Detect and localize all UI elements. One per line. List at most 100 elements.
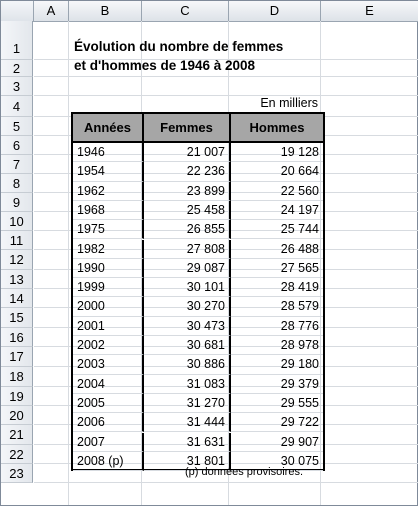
- table-row: 1975 26 855 25 744: [73, 220, 323, 239]
- row-header-13[interactable]: 13: [1, 270, 33, 289]
- men-cell[interactable]: 26 488: [231, 240, 323, 259]
- year-cell[interactable]: 2008 (p): [73, 452, 144, 471]
- men-cell[interactable]: 24 197: [231, 201, 323, 220]
- row-header-8[interactable]: 8: [1, 174, 33, 193]
- year-cell[interactable]: 1962: [73, 182, 144, 201]
- row-header-21[interactable]: 21: [1, 425, 33, 445]
- year-cell[interactable]: 2003: [73, 355, 144, 374]
- women-cell[interactable]: 21 007: [144, 143, 231, 162]
- row-header-18[interactable]: 18: [1, 367, 33, 387]
- men-cell[interactable]: 22 560: [231, 182, 323, 201]
- table-row: 2004 31 083 29 379: [73, 375, 323, 394]
- table-row: 2007 31 631 29 907: [73, 433, 323, 452]
- women-cell[interactable]: 31 631: [144, 433, 231, 452]
- year-cell[interactable]: 1968: [73, 201, 144, 220]
- men-cell[interactable]: 28 579: [231, 297, 323, 316]
- women-cell[interactable]: 30 473: [144, 317, 231, 336]
- year-cell[interactable]: 2004: [73, 375, 144, 394]
- table-row: 1968 25 458 24 197: [73, 201, 323, 220]
- table-row: 2005 31 270 29 555: [73, 394, 323, 413]
- year-cell[interactable]: 2002: [73, 336, 144, 355]
- table-row: 2003 30 886 29 180: [73, 355, 323, 374]
- table-row: 1962 23 899 22 560: [73, 182, 323, 201]
- row-header-22[interactable]: 22: [1, 445, 33, 464]
- women-cell[interactable]: 31 270: [144, 394, 231, 413]
- women-cell[interactable]: 31 083: [144, 375, 231, 394]
- row-header-19[interactable]: 19: [1, 387, 33, 406]
- row-header-11[interactable]: 11: [1, 231, 33, 250]
- row-header-16[interactable]: 16: [1, 328, 33, 347]
- row-header-14[interactable]: 14: [1, 289, 33, 308]
- row-header-15[interactable]: 15: [1, 308, 33, 328]
- men-cell[interactable]: 28 978: [231, 336, 323, 355]
- row-header-17[interactable]: 17: [1, 347, 33, 367]
- men-cell[interactable]: 19 128: [231, 143, 323, 162]
- women-cell[interactable]: 30 270: [144, 297, 231, 316]
- women-cell[interactable]: 29 087: [144, 259, 231, 278]
- table-row: 1990 29 087 27 565: [73, 259, 323, 278]
- year-cell[interactable]: 1990: [73, 259, 144, 278]
- men-cell[interactable]: 29 180: [231, 355, 323, 374]
- year-cell[interactable]: 1982: [73, 240, 144, 259]
- men-cell[interactable]: 28 776: [231, 317, 323, 336]
- row-header-4[interactable]: 4: [1, 96, 33, 117]
- row-header-2[interactable]: 2: [1, 60, 33, 77]
- table-row: 2006 31 444 29 722: [73, 413, 323, 432]
- year-cell[interactable]: 1999: [73, 278, 144, 297]
- men-cell[interactable]: 20 664: [231, 162, 323, 181]
- row-header-3[interactable]: 3: [1, 77, 33, 96]
- row-header-7[interactable]: 7: [1, 155, 33, 174]
- table-header-women[interactable]: Femmes: [144, 114, 231, 141]
- women-cell[interactable]: 23 899: [144, 182, 231, 201]
- grid-line: [68, 21, 69, 505]
- women-cell[interactable]: 30 101: [144, 278, 231, 297]
- year-cell[interactable]: 2000: [73, 297, 144, 316]
- data-table: Années Femmes Hommes 1946 21 007 19 128 1954 2…: [71, 112, 325, 471]
- row-header-23[interactable]: 23: [1, 464, 33, 483]
- row-header-6[interactable]: 6: [1, 136, 33, 155]
- year-cell[interactable]: 1975: [73, 220, 144, 239]
- year-cell[interactable]: 1946: [73, 143, 144, 162]
- men-cell[interactable]: 28 419: [231, 278, 323, 297]
- women-cell[interactable]: 27 808: [144, 240, 231, 259]
- year-cell[interactable]: 2006: [73, 413, 144, 432]
- row-header-20[interactable]: 20: [1, 406, 33, 425]
- women-cell[interactable]: 25 458: [144, 201, 231, 220]
- men-cell[interactable]: 29 555: [231, 394, 323, 413]
- footnote: (p) données provisoires.: [185, 466, 303, 478]
- row-header-9[interactable]: 9: [1, 193, 33, 212]
- row-header-5[interactable]: 5: [1, 117, 33, 136]
- row-header-1[interactable]: 1: [1, 21, 33, 60]
- table-row: 2001 30 473 28 776: [73, 317, 323, 336]
- women-cell[interactable]: 22 236: [144, 162, 231, 181]
- women-cell[interactable]: 26 855: [144, 220, 231, 239]
- men-cell[interactable]: 29 907: [231, 433, 323, 452]
- table-row: 1999 30 101 28 419: [73, 278, 323, 297]
- women-cell[interactable]: 31 444: [144, 413, 231, 432]
- table-row: 1954 22 236 20 664: [73, 162, 323, 181]
- women-cell[interactable]: 30 681: [144, 336, 231, 355]
- women-cell[interactable]: 30 886: [144, 355, 231, 374]
- grid-line: [34, 95, 418, 96]
- year-cell[interactable]: 1954: [73, 162, 144, 181]
- column-header-e[interactable]: E: [321, 1, 418, 22]
- column-header-c[interactable]: C: [142, 1, 229, 22]
- table-header-years[interactable]: Années: [73, 114, 144, 141]
- row-header-10[interactable]: 10: [1, 212, 33, 231]
- select-all-corner[interactable]: [1, 1, 34, 22]
- men-cell[interactable]: 29 722: [231, 413, 323, 432]
- column-header-a[interactable]: A: [34, 1, 69, 22]
- men-cell[interactable]: 29 379: [231, 375, 323, 394]
- men-cell[interactable]: 25 744: [231, 220, 323, 239]
- year-cell[interactable]: 2007: [73, 433, 144, 452]
- row-header-12[interactable]: 12: [1, 250, 33, 270]
- column-header-b[interactable]: B: [69, 1, 142, 22]
- year-cell[interactable]: 2001: [73, 317, 144, 336]
- year-cell[interactable]: 2005: [73, 394, 144, 413]
- column-header-d[interactable]: D: [229, 1, 321, 22]
- sheet-title: Évolution du nombre de femmes et d'homme…: [74, 37, 334, 75]
- grid-line: [34, 76, 418, 77]
- men-cell[interactable]: 27 565: [231, 259, 323, 278]
- table-header-men[interactable]: Hommes: [231, 114, 323, 141]
